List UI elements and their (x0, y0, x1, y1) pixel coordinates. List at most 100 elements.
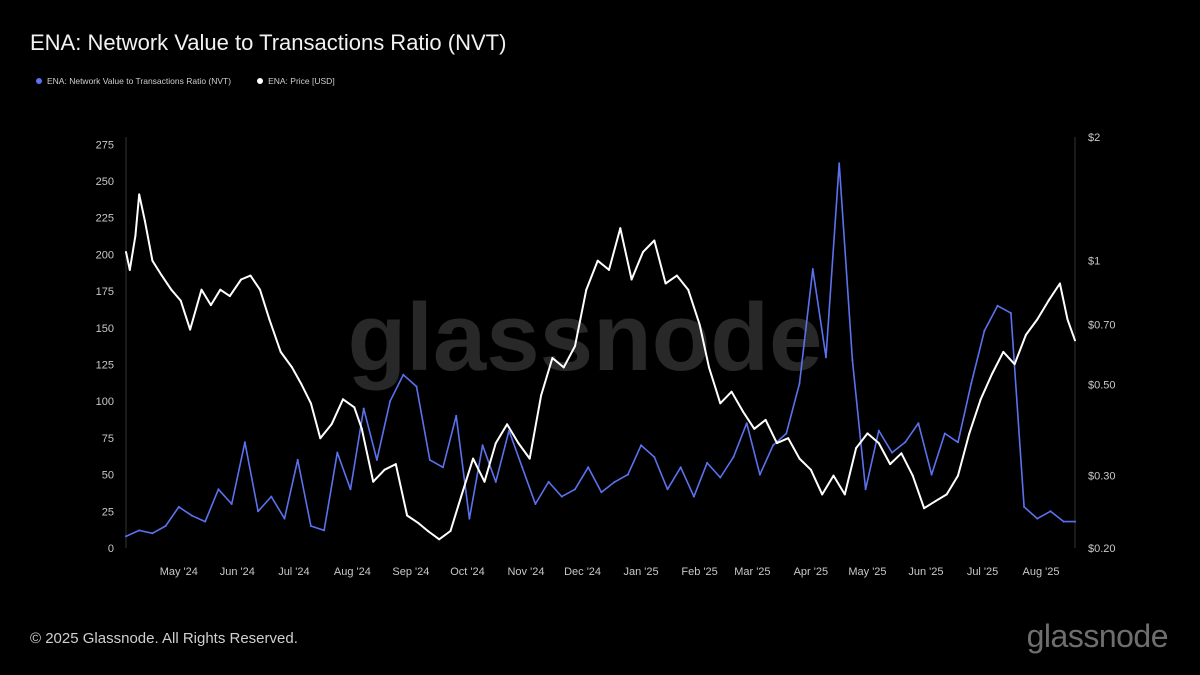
nvt-data-point (455, 414, 458, 417)
nvt-data-point (375, 458, 378, 461)
nvt-data-point (719, 476, 722, 479)
price-data-point (855, 447, 858, 450)
price-data-point (160, 274, 163, 277)
price-data-point (596, 259, 599, 262)
price-points (125, 193, 1076, 541)
nvt-data-point (838, 162, 841, 165)
price-data-point (472, 457, 475, 460)
right-axis-ticks: $0.20 $0.30 $0.50 $0.70 $1 $2 (1088, 132, 1116, 555)
nvt-data-point (732, 456, 735, 458)
nvt-data-point (877, 429, 880, 432)
nvt-data-point (640, 444, 643, 447)
nvt-data-point (217, 488, 220, 491)
nvt-data-point (1062, 520, 1065, 523)
nvt-data-point (679, 466, 682, 469)
nvt-data-point (745, 422, 748, 425)
price-data-point (219, 288, 222, 291)
price-data-point (630, 278, 633, 281)
nvt-data-point (626, 473, 629, 476)
y-right-tick-label: $2 (1088, 132, 1100, 144)
nvt-points (125, 162, 1076, 538)
price-data-point (259, 288, 261, 291)
price-data-point (426, 530, 429, 532)
x-tick-label: Aug '25 (1023, 566, 1060, 578)
price-data-point (574, 345, 576, 348)
y-left-tick-label: 0 (108, 543, 114, 555)
y-right-tick-label: $0.50 (1088, 379, 1116, 391)
price-data-point (506, 423, 509, 426)
nvt-data-point (138, 529, 141, 532)
price-data-point (923, 507, 926, 510)
price-data-point (821, 493, 824, 496)
price-data-point (675, 274, 678, 277)
price-data-point (741, 410, 744, 413)
nvt-data-point (323, 529, 326, 532)
nvt-data-point (547, 480, 550, 483)
x-tick-label: May '25 (848, 566, 886, 578)
price-data-point (268, 318, 271, 321)
price-data-point (209, 304, 212, 307)
x-tick-label: Oct '24 (450, 566, 485, 578)
price-data-point (843, 493, 846, 496)
price-data-point (1036, 318, 1039, 321)
nvt-data-point (402, 373, 405, 376)
legend-item-price[interactable]: ENA: Price [USD] (257, 76, 335, 86)
nvt-data-point (904, 441, 907, 444)
x-tick-label: Jun '25 (908, 566, 943, 578)
nvt-data-point (442, 466, 444, 469)
nvt-data-point (1009, 312, 1012, 315)
nvt-data-point (164, 525, 167, 527)
nvt-data-point (415, 385, 418, 388)
nvt-data-point (1074, 520, 1076, 523)
x-tick-label: Sep '24 (392, 566, 429, 578)
price-data-point (360, 427, 363, 430)
y-left-tick-label: 75 (102, 433, 114, 445)
nvt-data-point (692, 495, 695, 498)
nvt-data-point (587, 466, 590, 469)
legend-label-price: ENA: Price [USD] (268, 76, 335, 86)
price-data-point (1002, 350, 1005, 353)
price-data-point (228, 295, 231, 298)
price-data-point (608, 268, 610, 271)
price-data-point (319, 437, 322, 440)
nvt-data-point (125, 535, 127, 538)
price-data-point (128, 268, 131, 271)
price-data-point (698, 323, 701, 326)
x-tick-label: Jul '25 (967, 566, 998, 578)
y-right-tick-label: $0.30 (1088, 471, 1116, 483)
nvt-data-point (309, 525, 312, 527)
y-left-tick-label: 100 (96, 396, 114, 408)
price-data-point (775, 442, 778, 445)
nvt-data-point (243, 441, 246, 444)
price-data-point (798, 457, 801, 460)
nvt-data-point (996, 304, 999, 307)
x-tick-label: Jun '24 (220, 566, 255, 578)
nvt-data-point (917, 422, 920, 425)
price-data-point (438, 538, 441, 541)
nvt-data-point (943, 432, 946, 435)
nvt-data-point (983, 329, 986, 332)
nvt-data-point (296, 458, 299, 461)
nvt-data-point (494, 480, 497, 483)
legend-item-nvt[interactable]: ENA: Network Value to Transactions Ratio… (36, 76, 231, 86)
x-tick-label: May '24 (160, 566, 198, 578)
nvt-data-point (362, 407, 365, 410)
nvt-data-point (600, 491, 603, 494)
nvt-data-point (891, 451, 893, 454)
price-data-point (309, 402, 312, 405)
price-data-point (753, 427, 756, 430)
nvt-data-point (825, 356, 827, 359)
nvt-data-point (930, 473, 933, 476)
nvt-data-point (191, 514, 193, 517)
nvt-data-point (1036, 517, 1039, 520)
price-data-point (179, 299, 182, 302)
price-data-point (642, 251, 644, 253)
price-data-point (619, 227, 622, 230)
x-tick-label: Aug '24 (334, 566, 371, 578)
price-data-point (957, 474, 959, 477)
y-right-tick-label: $0.70 (1088, 319, 1116, 331)
nvt-data-point (257, 510, 260, 513)
y-left-tick-label: 275 (96, 139, 114, 151)
price-data-point (394, 463, 397, 466)
